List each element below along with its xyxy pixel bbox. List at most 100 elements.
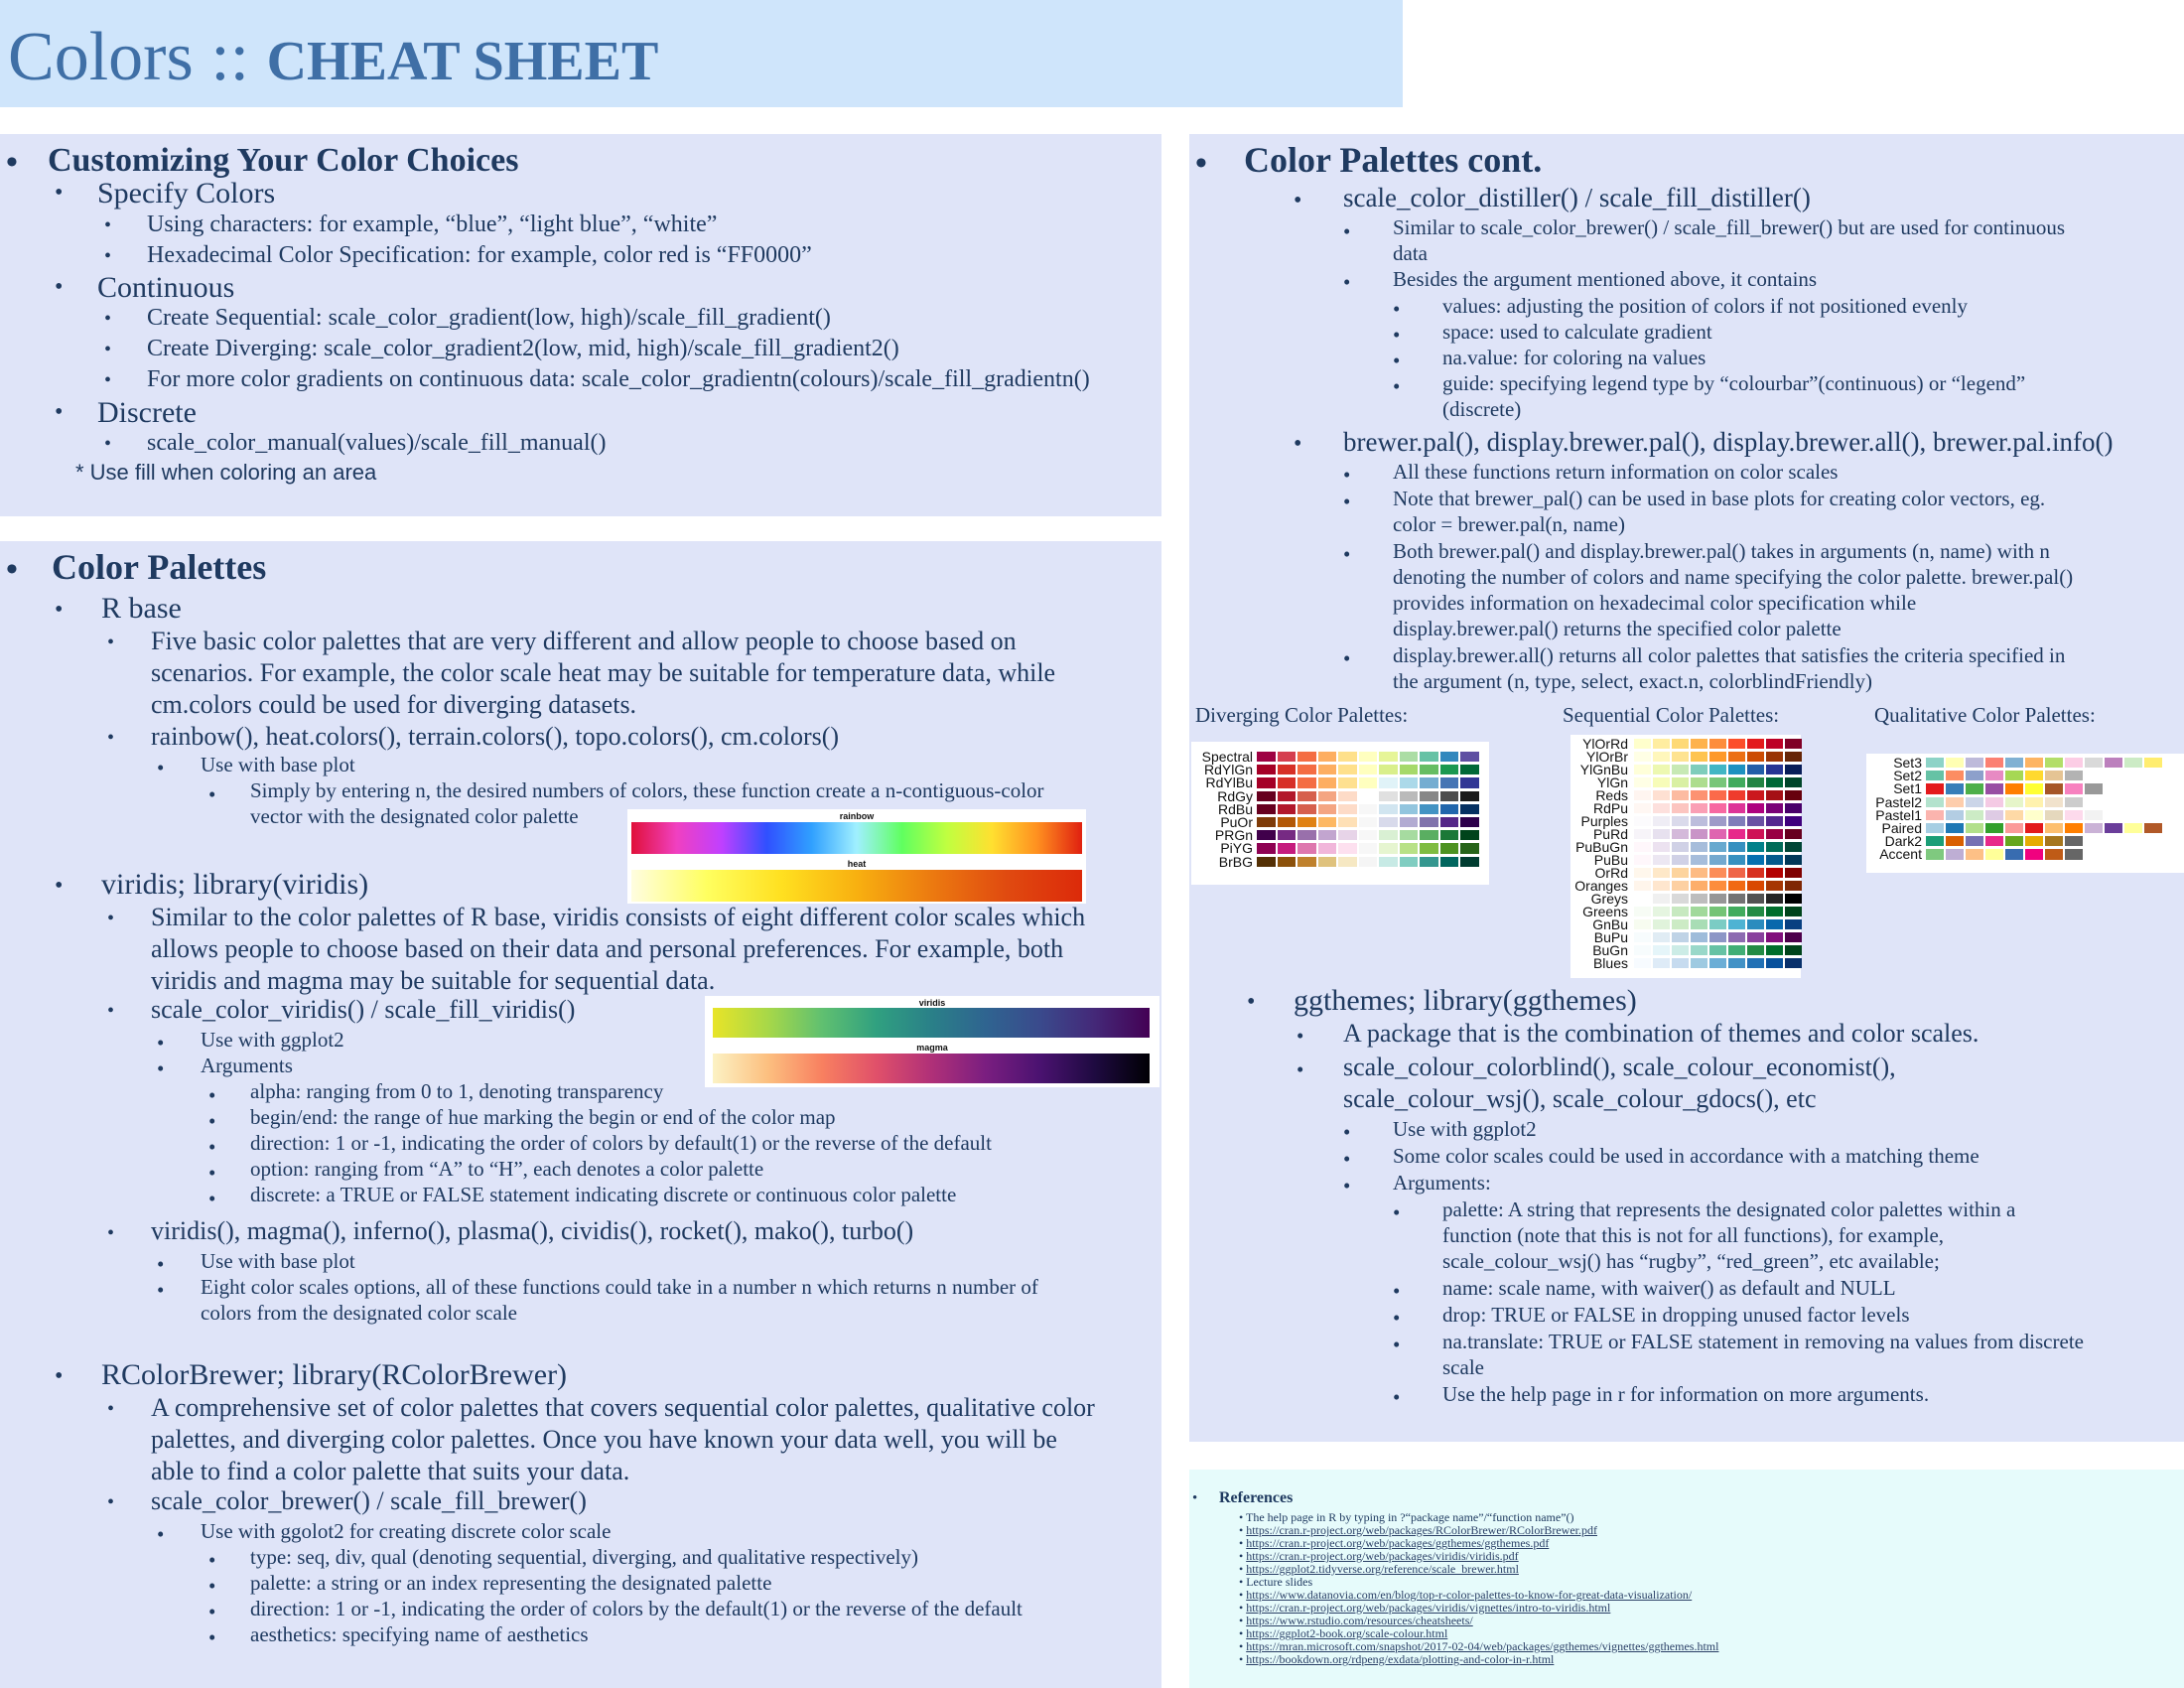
- magma-gradient: [713, 1054, 1150, 1083]
- palette-swatch: [1728, 790, 1745, 800]
- palette-swatch: [1420, 752, 1438, 763]
- palette-swatch: [1747, 958, 1764, 968]
- ggthemes-help: Use the help page in r for information o…: [1442, 1382, 1930, 1406]
- palette-swatch: [1420, 843, 1438, 854]
- palette-swatch: [1785, 907, 1802, 916]
- palette-swatch: [1634, 958, 1651, 968]
- palette-swatch: [1672, 829, 1689, 839]
- palette-swatch: [1728, 932, 1745, 942]
- bullet: •: [1239, 1639, 1247, 1653]
- reference-item[interactable]: • https://cran.r-project.org/web/package…: [1239, 1524, 1597, 1536]
- palette-swatch: [1728, 752, 1745, 762]
- discrete-line-1: scale_color_manual(values)/scale_fill_ma…: [147, 430, 607, 456]
- palette-swatch: [1672, 932, 1689, 942]
- palette-swatch: [1672, 894, 1689, 904]
- bullet: •: [157, 1031, 165, 1055]
- bullet: •: [157, 1056, 165, 1080]
- reference-item[interactable]: • https://www.rstudio.com/resources/chea…: [1239, 1615, 1473, 1626]
- palette-swatch: [1747, 868, 1764, 878]
- palette-swatch: [1691, 829, 1707, 839]
- bullet: •: [107, 1222, 115, 1244]
- palette-swatch: [1946, 836, 1964, 847]
- palette-swatch: [1709, 765, 1726, 774]
- palette-swatch: [2045, 796, 2063, 807]
- bullet: •: [157, 1278, 165, 1302]
- palettes-panel: • Color Palettes • R base • Five basic c…: [0, 541, 1161, 1688]
- palette-swatch: [1420, 856, 1438, 867]
- viridis-magma-image: viridis magma: [705, 996, 1160, 1087]
- palette-swatch: [1926, 823, 1944, 834]
- bullet: •: [1239, 1626, 1247, 1640]
- palette-name: Spectral: [1201, 749, 1253, 765]
- palette-swatch: [1653, 945, 1670, 955]
- rbase-desc-2: scenarios. For example, the color scale …: [151, 658, 1056, 687]
- palette-swatch: [1338, 856, 1357, 867]
- palette-swatch: [1257, 752, 1276, 763]
- reference-link[interactable]: https://cran.r-project.org/web/packages/…: [1246, 1601, 1611, 1615]
- reference-item[interactable]: • https://www.datanovia.com/en/blog/top-…: [1239, 1589, 1692, 1601]
- bullet: •: [1343, 646, 1351, 670]
- brewer-desc-3d: display.brewer.pal() returns the specifi…: [1393, 617, 1842, 640]
- palette-name: BuPu: [1593, 929, 1628, 945]
- reference-link[interactable]: https://www.datanovia.com/en/blog/top-r-…: [1246, 1588, 1693, 1602]
- palette-swatch: [2085, 809, 2103, 820]
- reference-item[interactable]: • https://ggplot2.tidyverse.org/referenc…: [1239, 1563, 1519, 1575]
- palette-swatch: [1709, 803, 1726, 813]
- palette-swatch: [1634, 752, 1651, 762]
- bullet: •: [1343, 1120, 1351, 1144]
- palette-swatch: [2144, 823, 2162, 834]
- palette-swatch: [1926, 796, 1944, 807]
- palette-swatch: [1399, 817, 1418, 828]
- palette-swatch: [2005, 849, 2023, 860]
- palette-swatch: [1317, 790, 1336, 801]
- palette-swatch: [1653, 958, 1670, 968]
- reference-item[interactable]: • https://cran.r-project.org/web/package…: [1239, 1602, 1610, 1614]
- rcb-arg-type: type: seq, div, qual (denoting sequentia…: [250, 1545, 918, 1569]
- palette-swatch: [1439, 843, 1458, 854]
- palette-swatch: [1709, 868, 1726, 878]
- sequential-caption: Sequential Color Palettes:: [1563, 703, 1780, 727]
- palette-swatch: [1297, 765, 1316, 775]
- reference-item[interactable]: • https://bookdown.org/rdpeng/exdata/plo…: [1239, 1653, 1554, 1665]
- reference-link[interactable]: https://cran.r-project.org/web/packages/…: [1246, 1523, 1597, 1537]
- bullet: •: [157, 1522, 165, 1546]
- reference-link[interactable]: https://mran.microsoft.com/snapshot/2017…: [1246, 1639, 1719, 1653]
- palette-swatch: [2085, 758, 2103, 769]
- palette-swatch: [1985, 809, 2003, 820]
- reference-item[interactable]: • https://ggplot2-book.org/scale-colour.…: [1239, 1627, 1447, 1639]
- reference-link[interactable]: https://cran.r-project.org/web/packages/…: [1246, 1549, 1519, 1563]
- palette-swatch: [1785, 739, 1802, 749]
- reference-link[interactable]: https://bookdown.org/rdpeng/exdata/plott…: [1246, 1652, 1555, 1666]
- reference-item[interactable]: • https://cran.r-project.org/web/package…: [1239, 1550, 1519, 1562]
- palette-swatch: [1728, 907, 1745, 916]
- bullet: •: [104, 339, 112, 360]
- palette-swatch: [1379, 843, 1398, 854]
- palette-swatch: [1634, 739, 1651, 749]
- palette-swatch: [1766, 894, 1783, 904]
- palette-swatch: [2025, 796, 2043, 807]
- palette-swatch: [1709, 855, 1726, 865]
- reference-link[interactable]: https://ggplot2.tidyverse.org/reference/…: [1246, 1562, 1519, 1576]
- bullet: •: [1247, 989, 1256, 1015]
- reference-link[interactable]: https://ggplot2-book.org/scale-colour.ht…: [1246, 1626, 1448, 1640]
- palette-name: PuBuGn: [1575, 839, 1628, 855]
- palette-swatch: [1634, 932, 1651, 942]
- palette-swatch: [1785, 816, 1802, 826]
- palette-swatch: [1653, 790, 1670, 800]
- reference-link[interactable]: https://cran.r-project.org/web/packages/…: [1246, 1536, 1550, 1550]
- palette-name: BrBG: [1218, 853, 1253, 870]
- viridis-funcs-2: colors from the designated color scale: [201, 1301, 517, 1325]
- reference-item[interactable]: • https://cran.r-project.org/web/package…: [1239, 1537, 1549, 1549]
- reference-item[interactable]: • https://mran.microsoft.com/snapshot/20…: [1239, 1640, 1718, 1652]
- palette-swatch: [1379, 790, 1398, 801]
- ggthemes-use: Use with ggplot2: [1393, 1117, 1537, 1141]
- palette-swatch: [1277, 765, 1296, 775]
- rcb-desc-3: able to find a color palette that suits …: [151, 1457, 630, 1485]
- ggthemes-arg-palette-c: scale_colour_wsj() has “rugby”, “red_gre…: [1442, 1249, 1940, 1273]
- palette-swatch: [1634, 842, 1651, 852]
- reference-link[interactable]: https://www.rstudio.com/resources/cheats…: [1246, 1614, 1473, 1627]
- palette-swatch: [2124, 823, 2142, 834]
- distiller-desc-2: Besides the argument mentioned above, it…: [1393, 267, 1818, 291]
- palette-swatch: [1420, 830, 1438, 841]
- palette-swatch: [1785, 855, 1802, 865]
